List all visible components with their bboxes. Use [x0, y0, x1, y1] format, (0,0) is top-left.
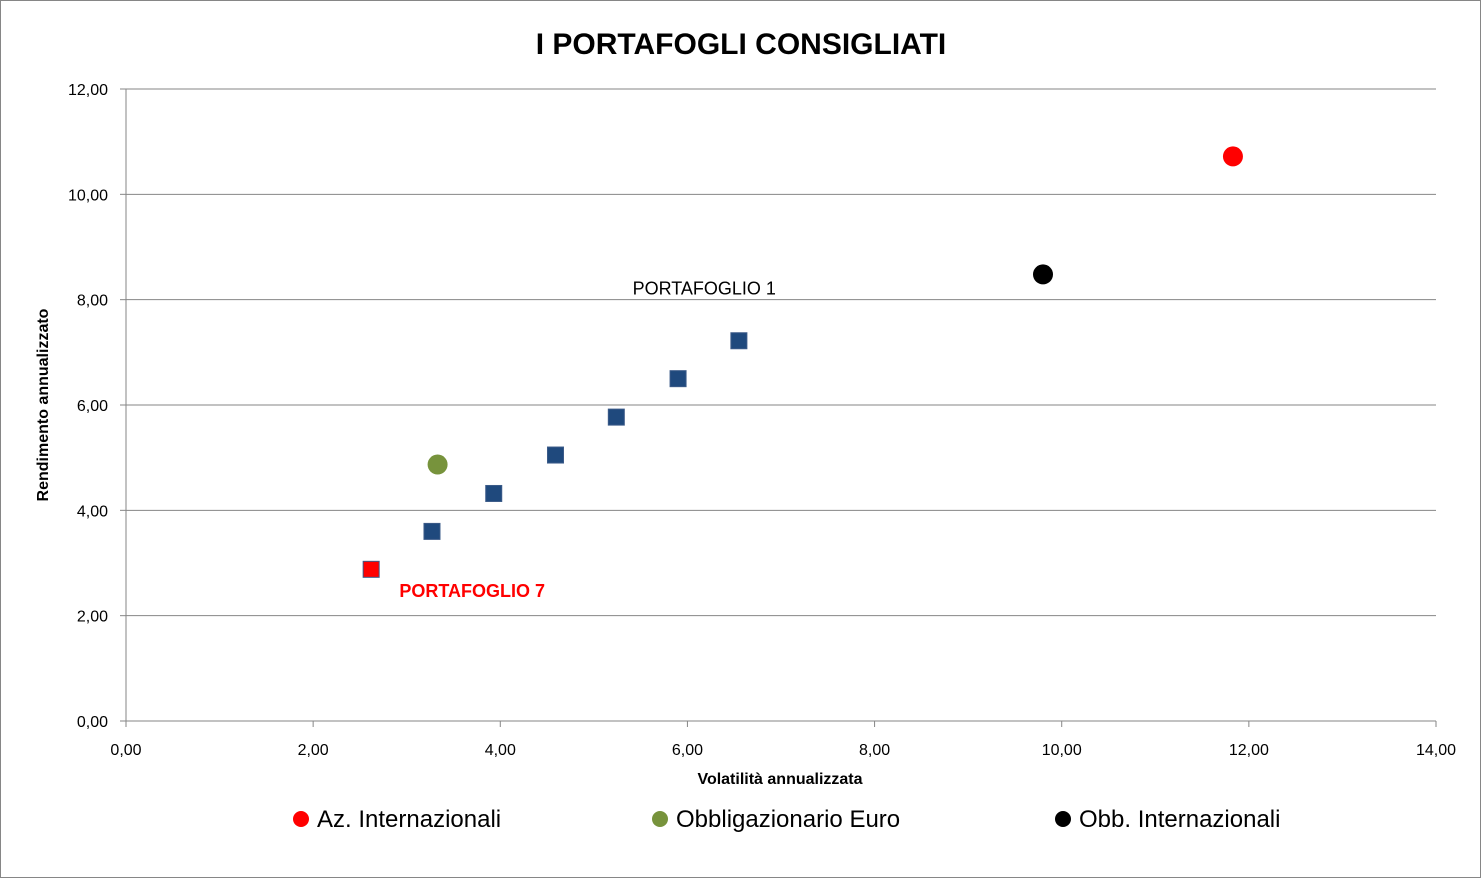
x-tick-label: 6,00 [672, 742, 703, 759]
y-tick-label: 4,00 [77, 503, 108, 520]
chart-title: I PORTAFOGLI CONSIGLIATI [536, 28, 947, 61]
x-axis-title: Volatilità annualizzata [697, 771, 862, 788]
data-point-square [485, 484, 503, 502]
data-point-square [669, 370, 687, 388]
tick-labels: 0,00 2,00 4,00 6,00 8,00 10,00 12,00 0,00 2,00 4,… [68, 82, 1456, 759]
y-tick-label: 6,00 [77, 398, 108, 415]
y-tick-label: 0,00 [77, 714, 108, 731]
x-tick-label: 8,00 [859, 742, 890, 759]
legend: Az. Internazionali Obbligazionario Euro Ob… [293, 806, 1280, 833]
x-tick-label: 4,00 [485, 742, 516, 759]
data-point-square [730, 332, 748, 350]
x-tick-label: 10,00 [1042, 742, 1082, 759]
x-tick-label: 2,00 [298, 742, 329, 759]
annotation-label: PORTAFOGLIO 1 [633, 278, 776, 298]
legend-marker [1055, 811, 1071, 827]
axes [120, 88, 1437, 727]
gridlines [126, 88, 1436, 617]
annotation-label: PORTAFOGLIO 7 [399, 581, 545, 601]
y-tick-label: 2,00 [77, 609, 108, 626]
x-tick-label: 0,00 [110, 742, 141, 759]
x-tick-label: 14,00 [1416, 742, 1456, 759]
legend-label: Az. Internazionali [317, 806, 501, 833]
y-tick-label: 10,00 [68, 187, 108, 204]
y-axis-title: Rendimento annualizzato [35, 308, 52, 501]
data-point-square [423, 522, 441, 540]
data-point-square [607, 408, 625, 426]
y-tick-label: 12,00 [68, 82, 108, 99]
data-point-square [362, 560, 380, 578]
data-point-circle [427, 454, 448, 475]
data-point-circle [1222, 146, 1243, 167]
legend-marker [293, 811, 309, 827]
data-points [362, 146, 1243, 578]
legend-label: Obbligazionario Euro [676, 806, 900, 833]
annotations: PORTAFOGLIO 1 PORTAFOGLIO 7 [399, 278, 776, 601]
data-point-circle [1033, 264, 1053, 285]
legend-marker [652, 811, 668, 827]
legend-label: Obb. Internazionali [1079, 806, 1280, 833]
y-tick-label: 8,00 [77, 293, 108, 310]
data-point-square [546, 446, 564, 464]
x-tick-label: 12,00 [1229, 742, 1269, 759]
